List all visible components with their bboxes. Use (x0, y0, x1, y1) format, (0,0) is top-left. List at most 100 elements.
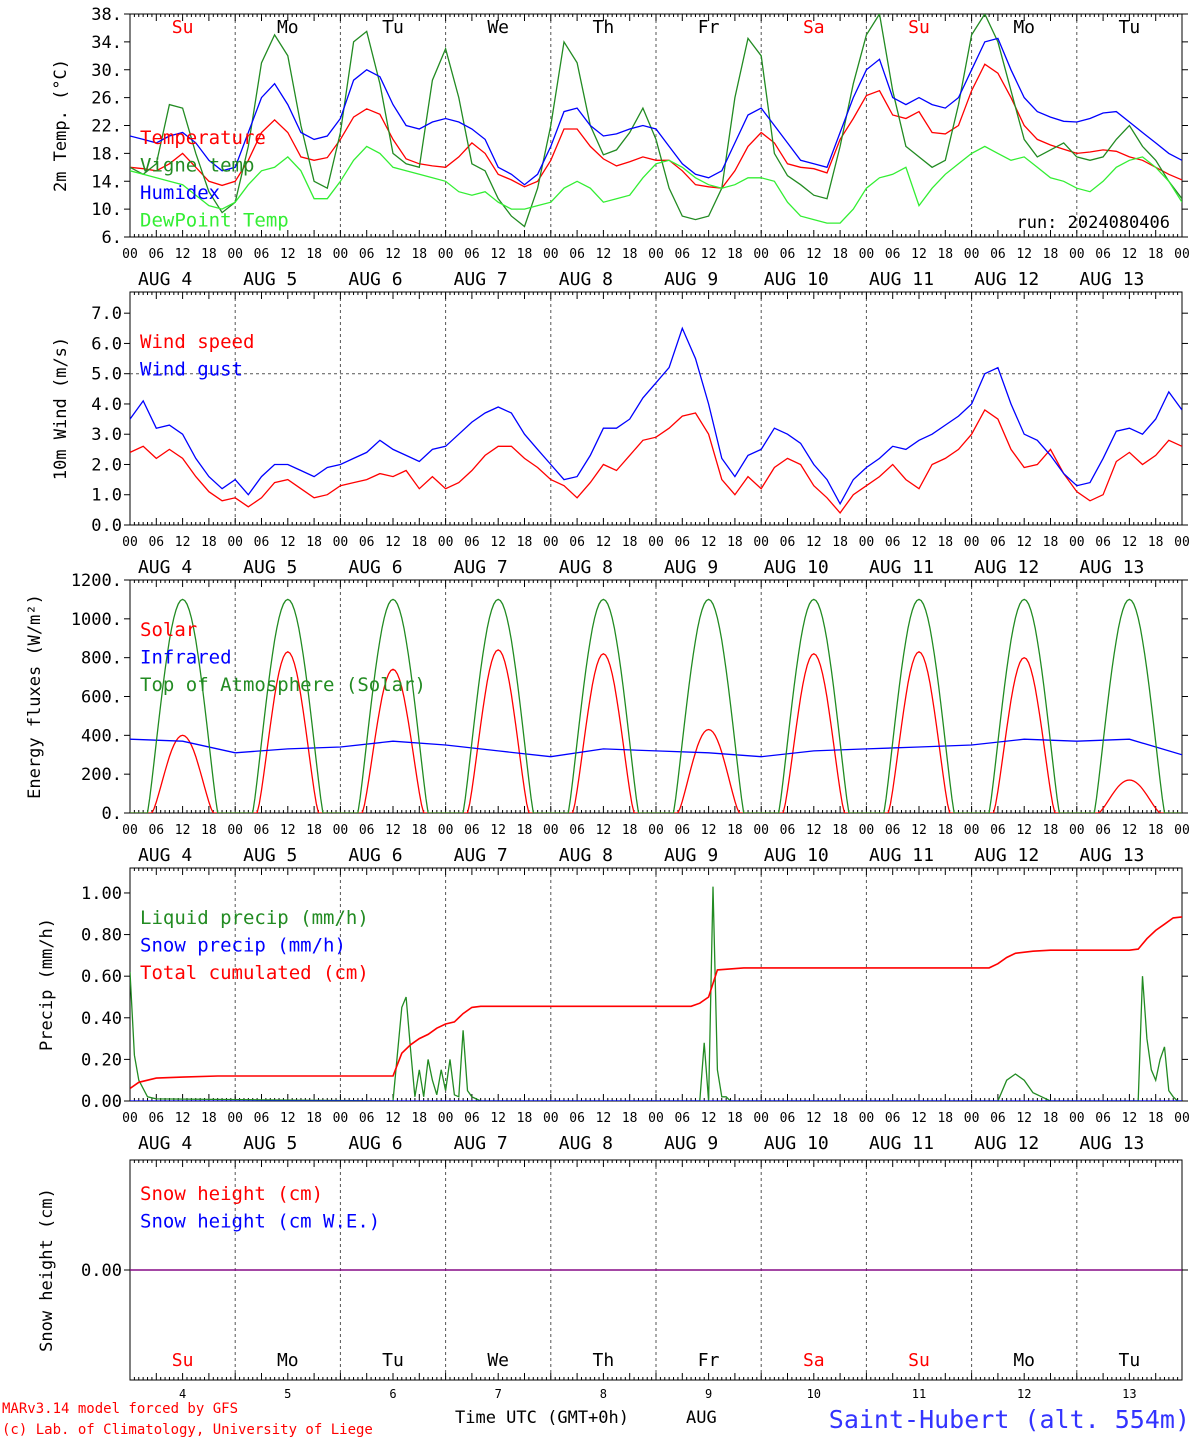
y-axis-label: 10m Wind (m/s) (51, 337, 71, 480)
hour-tick-label: 00 (859, 247, 875, 262)
hour-tick-label: 00 (648, 535, 664, 550)
date-label: AUG 12 (974, 1133, 1039, 1154)
weekday-label: Tu (1119, 1350, 1141, 1371)
date-label: AUG 12 (974, 845, 1039, 866)
hour-tick-label: 00 (122, 823, 138, 838)
date-label: AUG 7 (454, 557, 508, 578)
hour-tick-label: 06 (1095, 823, 1111, 838)
hour-tick-label: 12 (490, 1111, 506, 1126)
hour-tick-label: 00 (227, 823, 243, 838)
y-axis-label: 2m Temp. (°C) (51, 59, 71, 192)
y-tick-label: 1000. (71, 610, 122, 630)
hour-tick-label: 18 (517, 247, 533, 262)
hour-tick-label: 12 (701, 1111, 717, 1126)
date-label: AUG 12 (974, 557, 1039, 578)
hour-tick-label: 12 (1016, 247, 1032, 262)
hour-tick-label: 12 (1122, 535, 1138, 550)
hour-tick-label: 18 (201, 535, 217, 550)
hour-tick-label: 00 (543, 535, 559, 550)
hour-tick-label: 18 (937, 535, 953, 550)
hour-tick-label: 00 (648, 823, 664, 838)
date-label: AUG 12 (974, 269, 1039, 290)
day-number-label: 13 (1122, 1387, 1136, 1401)
hour-tick-label: 12 (911, 823, 927, 838)
hour-tick-label: 00 (438, 535, 454, 550)
legend-entry: Snow height (cm) (140, 1183, 323, 1205)
date-label: AUG 13 (1079, 557, 1144, 578)
hour-tick-label: 06 (359, 823, 375, 838)
hour-tick-label: 12 (280, 1111, 296, 1126)
x-axis-label: Time UTC (GMT+0h) (455, 1408, 629, 1428)
hour-tick-label: 00 (1069, 823, 1085, 838)
date-label: AUG 10 (764, 269, 829, 290)
hour-tick-label: 12 (385, 1111, 401, 1126)
hour-tick-label: 00 (648, 1111, 664, 1126)
hour-tick-label: 00 (648, 247, 664, 262)
hour-tick-label: 18 (201, 247, 217, 262)
y-tick-label: 34. (91, 33, 122, 53)
time-ticks (129, 14, 1183, 237)
series-line-3 (130, 598, 1182, 813)
date-label: AUG 10 (764, 557, 829, 578)
y-axis-label: Snow height (cm) (37, 1188, 57, 1352)
hour-tick-label: 18 (411, 1111, 427, 1126)
hour-tick-label: 18 (832, 247, 848, 262)
date-label: AUG 5 (243, 1133, 297, 1154)
y-tick-label: 2.0 (91, 455, 122, 475)
hour-tick-label: 00 (1069, 1111, 1085, 1126)
panel-3: 0. 200. 400. 600. 800. 1000. 1200. Energy fluxe… (25, 571, 1190, 866)
hour-tick-label: 12 (1122, 247, 1138, 262)
weekday-label: Sa (803, 1350, 825, 1371)
day-number-label: 11 (912, 1387, 926, 1401)
series-line-3 (130, 916, 1182, 1090)
y-tick-label: 18. (91, 144, 122, 164)
hour-tick-label: 00 (964, 535, 980, 550)
hour-tick-label: 12 (806, 1111, 822, 1126)
hour-tick-label: 00 (543, 823, 559, 838)
hour-tick-label: 18 (306, 535, 322, 550)
day-number-label: 6 (389, 1387, 396, 1401)
weekday-label: Mo (277, 1350, 299, 1371)
hour-tick-label: 00 (1174, 1111, 1190, 1126)
hour-tick-label: 18 (201, 1111, 217, 1126)
hour-tick-label: 12 (385, 247, 401, 262)
y-tick-label: 14. (91, 172, 122, 192)
date-label: AUG 7 (454, 845, 508, 866)
y-tick-label: 1200. (71, 571, 122, 591)
series-group (130, 598, 1182, 813)
date-label: AUG 9 (664, 845, 718, 866)
weekday-label: Mo (1013, 1350, 1035, 1371)
hour-tick-label: 00 (333, 535, 349, 550)
date-label: AUG 4 (138, 557, 192, 578)
hour-tick-label: 06 (1095, 535, 1111, 550)
hour-tick-label: 00 (1174, 247, 1190, 262)
hour-tick-label: 18 (411, 247, 427, 262)
hour-tick-label: 00 (438, 247, 454, 262)
hour-tick-label: 06 (674, 823, 690, 838)
date-label: AUG 10 (764, 845, 829, 866)
hour-tick-label: 06 (464, 247, 480, 262)
date-label: AUG 11 (869, 1133, 934, 1154)
y-tick-label: 0. (102, 804, 122, 824)
date-label: AUG 7 (454, 269, 508, 290)
hour-tick-label: 18 (1148, 1111, 1164, 1126)
weekday-label: Tu (1119, 17, 1141, 38)
y-tick-label: 0.40 (81, 1009, 122, 1029)
date-label: AUG 6 (348, 845, 402, 866)
time-ticks (129, 868, 1183, 1101)
hour-tick-label: 00 (438, 1111, 454, 1126)
hour-tick-label: 06 (148, 247, 164, 262)
hour-tick-label: 06 (674, 247, 690, 262)
weekday-label: Fr (698, 1350, 720, 1371)
footer-lab-credit: (c) Lab. of Climatology, University of L… (2, 1422, 373, 1438)
y-tick-label: 1.00 (81, 884, 122, 904)
weekday-label: Mo (1013, 17, 1035, 38)
hour-tick-label: 06 (885, 823, 901, 838)
date-label: AUG 4 (138, 845, 192, 866)
date-label: AUG 8 (559, 557, 613, 578)
hour-tick-label: 18 (937, 1111, 953, 1126)
panel-1: 6. 10. 14. 18. 22. 26. 30. 34. 38. 2m Temp. (°C) 0… (51, 5, 1190, 290)
legend-entry: Temperature (140, 127, 266, 149)
date-label: AUG 4 (138, 1133, 192, 1154)
hour-tick-label: 00 (1174, 823, 1190, 838)
